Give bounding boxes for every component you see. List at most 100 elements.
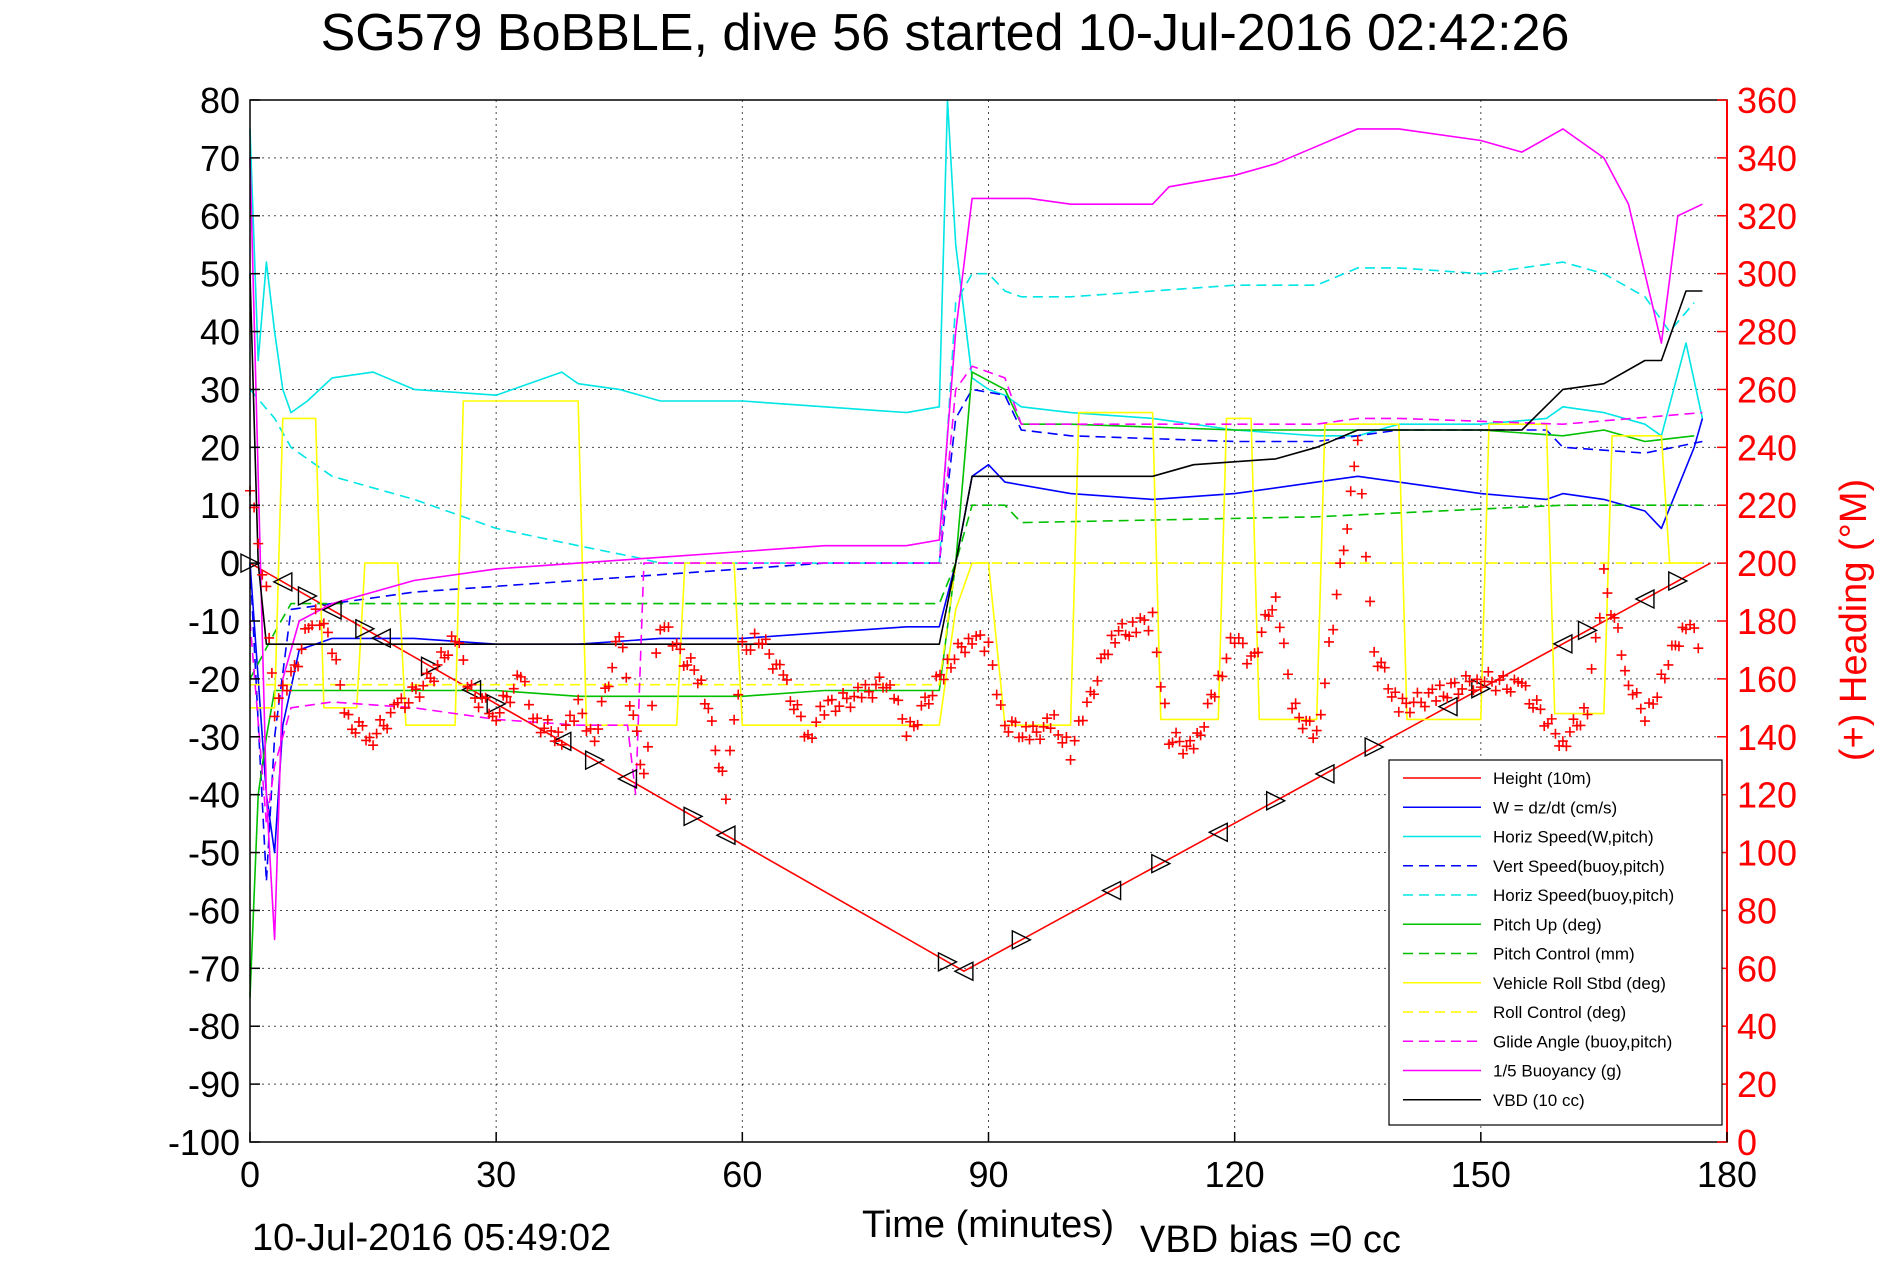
- heading-marker: [1167, 737, 1178, 748]
- heading-marker: [480, 692, 491, 703]
- heading-marker: [764, 648, 775, 659]
- right-tick-label: 300: [1737, 254, 1797, 295]
- heading-marker: [1270, 592, 1281, 603]
- heading-marker: [1490, 685, 1501, 696]
- heading-markers: [245, 435, 1704, 805]
- heading-marker: [1263, 611, 1274, 622]
- heading-marker: [1431, 695, 1442, 706]
- height-marker: [937, 951, 959, 972]
- x-tick-label: 0: [240, 1154, 260, 1195]
- heading-marker: [689, 665, 700, 676]
- left-tick-label: -70: [188, 948, 240, 989]
- heading-marker: [1294, 712, 1305, 723]
- heading-marker: [446, 631, 457, 642]
- heading-marker: [706, 716, 717, 727]
- heading-marker: [1652, 692, 1663, 703]
- right-tick-label: 140: [1737, 717, 1797, 758]
- heading-marker: [682, 660, 693, 671]
- heading-marker: [631, 726, 642, 737]
- heading-marker: [841, 693, 852, 704]
- heading-marker: [923, 698, 934, 709]
- heading-marker: [1233, 632, 1244, 643]
- heading-marker: [1449, 677, 1460, 688]
- heading-marker: [927, 690, 938, 701]
- heading-marker: [1335, 558, 1346, 569]
- heading-marker: [621, 672, 632, 683]
- right-tick-label: 200: [1737, 543, 1797, 584]
- heading-marker: [1061, 732, 1072, 743]
- heading-marker: [593, 724, 604, 735]
- heading-marker: [1631, 687, 1642, 698]
- heading-marker: [807, 733, 818, 744]
- heading-marker: [1159, 698, 1170, 709]
- heading-marker: [1110, 637, 1121, 648]
- heading-marker: [849, 691, 860, 702]
- heading-marker: [901, 731, 912, 742]
- heading-marker: [745, 645, 756, 656]
- height-marker: [355, 618, 376, 639]
- x-axis-label: Time (minutes): [862, 1204, 1114, 1246]
- left-axis: 80 70 60 50 40 30 20 10 0 -10 -20 -30 -40 -50 -60 -70 -8…: [168, 80, 260, 1163]
- heading-marker: [1505, 686, 1516, 697]
- series-line-1: [249, 562, 1711, 973]
- heading-marker: [542, 714, 553, 725]
- left-tick-label: 30: [200, 369, 240, 410]
- heading-marker: [1003, 726, 1014, 737]
- legend-label: Roll Control (deg): [1493, 1003, 1626, 1022]
- heading-marker: [293, 661, 304, 672]
- heading-marker: [519, 676, 530, 687]
- heading-marker: [1557, 736, 1568, 747]
- legend-label: Horiz Speed(W,pitch): [1493, 828, 1654, 847]
- heading-marker: [897, 713, 908, 724]
- heading-marker: [350, 727, 361, 738]
- left-tick-label: -60: [188, 890, 240, 931]
- heading-marker: [1057, 737, 1068, 748]
- right-tick-label: 40: [1737, 1006, 1777, 1047]
- heading-marker: [1038, 721, 1049, 732]
- heading-marker: [577, 708, 588, 719]
- heading-marker: [811, 717, 822, 728]
- heading-marker: [1401, 698, 1412, 709]
- right-axis: 3603403203002802602402202001801601401201…: [1717, 80, 1797, 1163]
- heading-marker: [979, 646, 990, 657]
- heading-marker: [1427, 684, 1438, 695]
- heading-marker: [1590, 632, 1601, 643]
- right-tick-label: 120: [1737, 775, 1797, 816]
- heading-marker: [949, 654, 960, 665]
- heading-marker: [264, 632, 275, 643]
- right-tick-label: 220: [1737, 485, 1797, 526]
- heading-marker: [403, 697, 414, 708]
- footer-timestamp: 10-Jul-2016 05:49:02: [252, 1217, 611, 1259]
- heading-marker: [1483, 666, 1494, 677]
- heading-marker: [473, 702, 484, 713]
- heading-marker: [1586, 663, 1597, 674]
- heading-marker: [912, 719, 923, 730]
- heading-marker: [454, 638, 465, 649]
- heading-marker: [852, 682, 863, 693]
- height-marker: [683, 806, 704, 827]
- heading-marker: [1151, 647, 1162, 658]
- heading-marker: [733, 689, 744, 700]
- heading-marker: [1457, 683, 1468, 694]
- heading-marker: [1390, 687, 1401, 698]
- heading-marker: [624, 700, 635, 711]
- heading-marker: [1256, 627, 1267, 638]
- heading-marker: [553, 727, 564, 738]
- heading-marker: [1202, 698, 1213, 709]
- height-marker: [486, 693, 507, 714]
- heading-marker: [638, 768, 649, 779]
- height-marker: [1207, 822, 1228, 843]
- series-line-11: [249, 128, 1703, 941]
- heading-marker: [987, 660, 998, 671]
- heading-marker: [1278, 638, 1289, 649]
- heading-marker: [1103, 649, 1114, 660]
- heading-marker: [1113, 625, 1124, 636]
- heading-marker: [834, 701, 845, 712]
- heading-marker: [1241, 658, 1252, 669]
- heading-marker: [261, 581, 272, 592]
- heading-marker: [1352, 435, 1363, 446]
- legend-label: Vehicle Roll Stbd (deg): [1493, 974, 1666, 993]
- heading-marker: [671, 638, 682, 649]
- left-tick-label: -80: [188, 1006, 240, 1047]
